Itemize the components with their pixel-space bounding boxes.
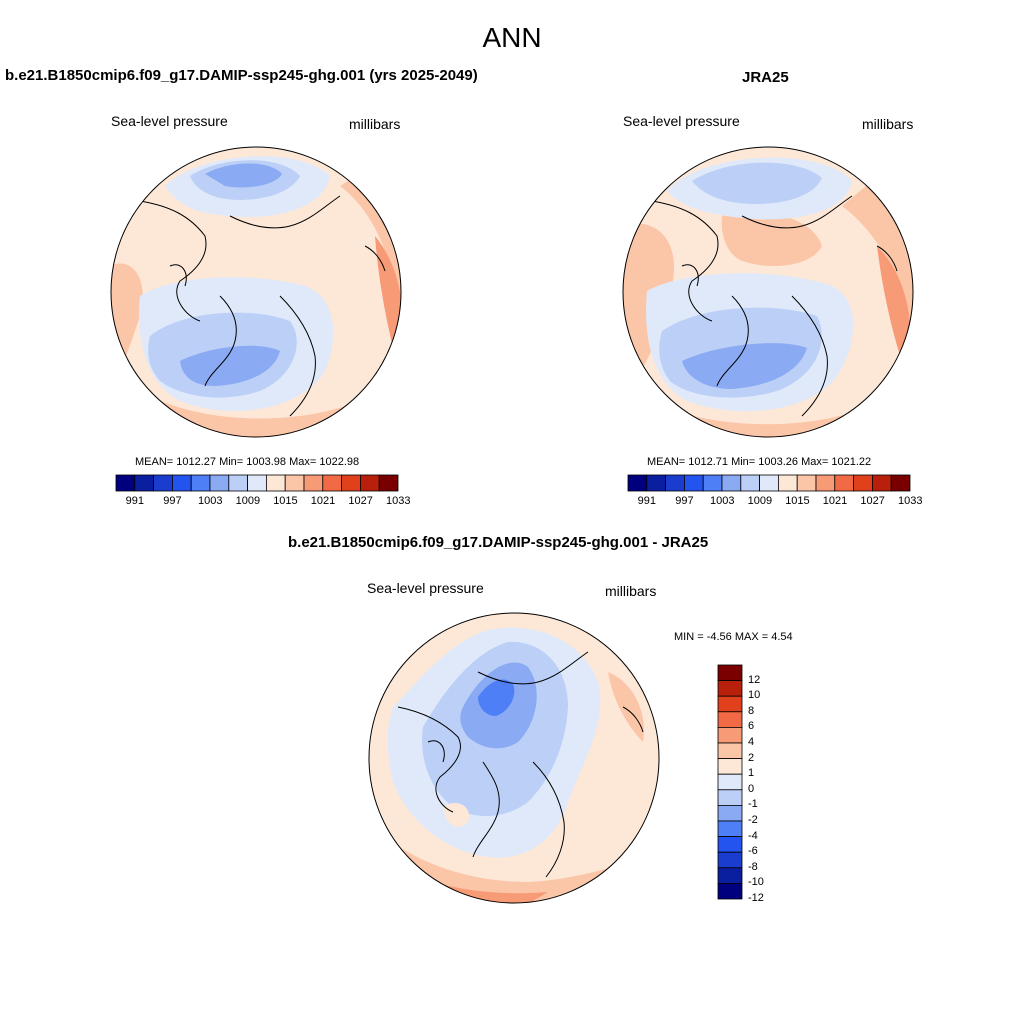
colorbar-swatch <box>717 820 743 838</box>
colorbar-tick-label: -2 <box>748 814 758 826</box>
figure-title: ANN <box>482 22 542 53</box>
colorbar-tick-label: 1003 <box>198 495 223 507</box>
panel-title-reference: JRA25 <box>742 69 789 86</box>
variable-label-model: Sea-level pressure <box>111 113 228 129</box>
colorbar-model <box>115 474 399 492</box>
colorbar-swatch <box>172 474 192 492</box>
panel-title-difference: b.e21.B1850cmip6.f09_g17.DAMIP-ssp245-gh… <box>288 534 709 551</box>
colorbar-swatch <box>871 474 892 492</box>
colorbar-tick-label: 6 <box>748 720 755 733</box>
colorbar-swatch <box>717 758 743 775</box>
colorbar-swatch <box>209 474 230 492</box>
colorbar-swatch <box>341 474 361 492</box>
polar-map-reference <box>622 146 914 438</box>
colorbar-tick-label: 1009 <box>747 495 773 507</box>
colorbar-swatch <box>717 882 743 900</box>
colorbar-swatch <box>717 867 743 884</box>
colorbar-swatch <box>717 773 743 791</box>
colorbar-swatch <box>796 474 817 492</box>
colorbar-tick-label: 4 <box>748 736 755 748</box>
stats-difference: MIN = -4.56 MAX = 4.54 <box>674 631 793 643</box>
stats-reference: MEAN= 1012.71 Min= 1003.26 Max= 1021.22 <box>647 456 872 468</box>
colorbar-tick-label: 991 <box>637 495 656 507</box>
colorbar-tick-label: 991 <box>125 495 144 507</box>
colorbar-swatch <box>228 474 249 492</box>
colorbar-tick-label: 8 <box>748 704 755 717</box>
colorbar-swatch <box>702 474 723 492</box>
colorbar-tick-label: 1027 <box>860 495 885 507</box>
colorbar-swatch <box>717 851 743 869</box>
colorbar-tick-label: 1015 <box>785 495 810 507</box>
colorbar-tick-label: 1033 <box>898 495 923 507</box>
colorbar-tick-label: 1 <box>748 767 755 780</box>
colorbar-swatch <box>322 474 343 492</box>
colorbar-swatch <box>284 474 305 492</box>
colorbar-reference <box>627 474 911 492</box>
colorbar-tick-label: 1033 <box>386 495 411 507</box>
polar-map-model <box>110 146 402 438</box>
colorbar-swatch <box>717 711 743 728</box>
units-label-reference: millibars <box>862 116 914 132</box>
colorbar-tick-label: 1003 <box>710 495 735 507</box>
colorbar-swatch <box>190 474 211 492</box>
colorbar-tick-label: 1015 <box>273 495 298 507</box>
colorbar-swatch <box>717 804 743 822</box>
polar-map-difference <box>368 612 660 904</box>
colorbar-tick-label: -6 <box>748 845 758 858</box>
colorbar-swatch <box>717 727 743 744</box>
colorbar-swatch <box>627 474 648 492</box>
colorbar-tick-label: -10 <box>748 876 764 889</box>
variable-label-reference: Sea-level pressure <box>623 113 740 129</box>
colorbar-tick-label: 1021 <box>822 495 848 507</box>
variable-label-difference: Sea-level pressure <box>367 580 484 596</box>
colorbar-swatch <box>684 474 704 492</box>
colorbar-swatch <box>777 474 798 492</box>
stats-model: MEAN= 1012.27 Min= 1003.98 Max= 1022.98 <box>135 456 360 468</box>
panel-title-model: b.e21.B1850cmip6.f09_g17.DAMIP-ssp245-gh… <box>5 67 478 84</box>
colorbar-swatch <box>717 742 743 760</box>
colorbar-tick-label: -8 <box>748 860 758 873</box>
colorbar-swatch <box>740 474 761 492</box>
colorbar-swatch <box>115 474 136 492</box>
colorbar-tick-label: 997 <box>675 495 694 507</box>
colorbar-swatch <box>359 474 380 492</box>
colorbar-tick-label: 10 <box>748 689 761 702</box>
colorbar-swatch <box>890 474 911 492</box>
colorbar-swatch <box>717 680 743 697</box>
colorbar-tick-label: -1 <box>748 798 758 811</box>
colorbar-tick-label: 1027 <box>348 495 373 507</box>
units-label-model: millibars <box>349 116 401 132</box>
colorbar-tick-label: -4 <box>748 829 758 842</box>
colorbar-swatch <box>665 474 685 492</box>
colorbar-tick-label: 1009 <box>235 495 261 507</box>
colorbar-swatch <box>815 474 836 492</box>
colorbar-swatch <box>717 664 743 682</box>
colorbar-swatch <box>834 474 855 492</box>
colorbar-tick-label: -12 <box>748 892 764 904</box>
colorbar-swatch <box>717 789 743 806</box>
colorbar-tick-label: 1021 <box>310 495 336 507</box>
colorbar-tick-label: 2 <box>748 751 755 764</box>
colorbar-swatch <box>303 474 324 492</box>
units-label-difference: millibars <box>605 583 657 599</box>
colorbar-swatch <box>717 836 743 853</box>
colorbar-swatch <box>134 474 154 492</box>
colorbar-tick-label: 12 <box>748 673 761 686</box>
colorbar-difference <box>717 664 743 900</box>
colorbar-swatch <box>153 474 173 492</box>
colorbar-swatch <box>646 474 666 492</box>
colorbar-swatch <box>265 474 286 492</box>
colorbar-swatch <box>717 695 743 713</box>
colorbar-swatch <box>378 474 399 492</box>
colorbar-swatch <box>721 474 742 492</box>
colorbar-tick-label: 0 <box>748 782 755 795</box>
colorbar-tick-label: 997 <box>163 495 182 507</box>
colorbar-swatch <box>853 474 873 492</box>
colorbar-swatch <box>247 474 267 492</box>
colorbar-swatch <box>759 474 779 492</box>
